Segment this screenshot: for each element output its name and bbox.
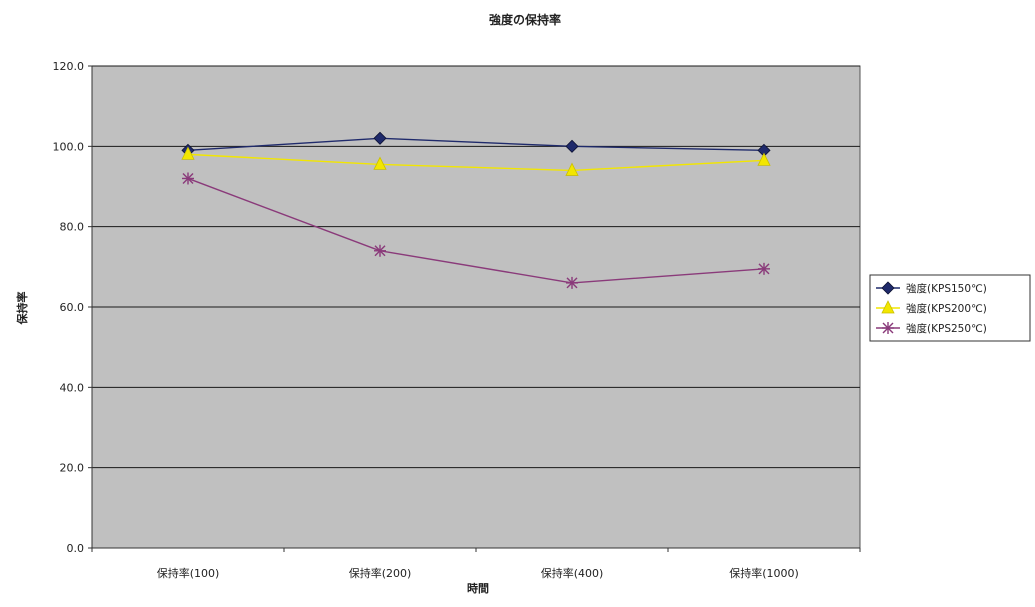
data-point xyxy=(565,162,579,176)
x-tick-label: 保持率(400) xyxy=(541,566,604,580)
y-axis-title: 保持率 xyxy=(15,292,29,326)
y-tick-label: 80.0 xyxy=(60,221,85,234)
data-point xyxy=(758,262,770,275)
series-line xyxy=(187,137,765,152)
legend-label: 強度(KPS250℃) xyxy=(906,322,987,335)
chart-title: 強度の保持率 xyxy=(489,12,561,27)
x-tick-label: 保持率(200) xyxy=(349,566,412,580)
data-point xyxy=(182,172,194,185)
data-point xyxy=(757,152,771,166)
data-point xyxy=(565,139,579,153)
data-point xyxy=(181,146,195,160)
legend-marker xyxy=(881,300,895,314)
legend: 強度(KPS150℃) 強度(KPS200℃) 強度(KPS250℃) xyxy=(869,274,1031,342)
y-tick-label: 100.0 xyxy=(53,140,85,153)
legend-marker xyxy=(882,322,894,334)
data-point xyxy=(373,156,387,170)
series-line xyxy=(187,153,765,172)
data-point xyxy=(374,244,386,257)
legend-item: 強度(KPS150℃) xyxy=(876,281,987,295)
legend-label: 強度(KPS150℃) xyxy=(906,282,987,295)
y-tick-label: 120.0 xyxy=(53,60,85,73)
gridlines xyxy=(92,65,860,469)
legend-item: 強度(KPS200℃) xyxy=(876,300,987,315)
data-point xyxy=(566,276,578,289)
y-tick-label: 60.0 xyxy=(60,301,85,314)
y-tick-label: 40.0 xyxy=(60,381,85,394)
x-tick-label: 保持率(1000) xyxy=(729,566,799,580)
series-layer xyxy=(181,131,771,289)
y-tick-label: 0.0 xyxy=(67,542,85,555)
legend-item: 強度(KPS250℃) xyxy=(876,322,987,335)
series-2 xyxy=(181,146,771,176)
axes: 0.0 20.0 40.0 60.0 80.0 100.0 120.0 保持率(100) 保持率… xyxy=(53,60,861,580)
data-point xyxy=(373,131,387,145)
series-line xyxy=(187,177,765,284)
series-3 xyxy=(182,172,770,289)
x-axis-title: 時間 xyxy=(467,581,489,595)
legend-label: 強度(KPS200℃) xyxy=(906,302,987,315)
x-tick-label: 保持率(100) xyxy=(157,566,220,580)
y-tick-label: 20.0 xyxy=(60,462,85,475)
legend-marker xyxy=(881,281,895,295)
